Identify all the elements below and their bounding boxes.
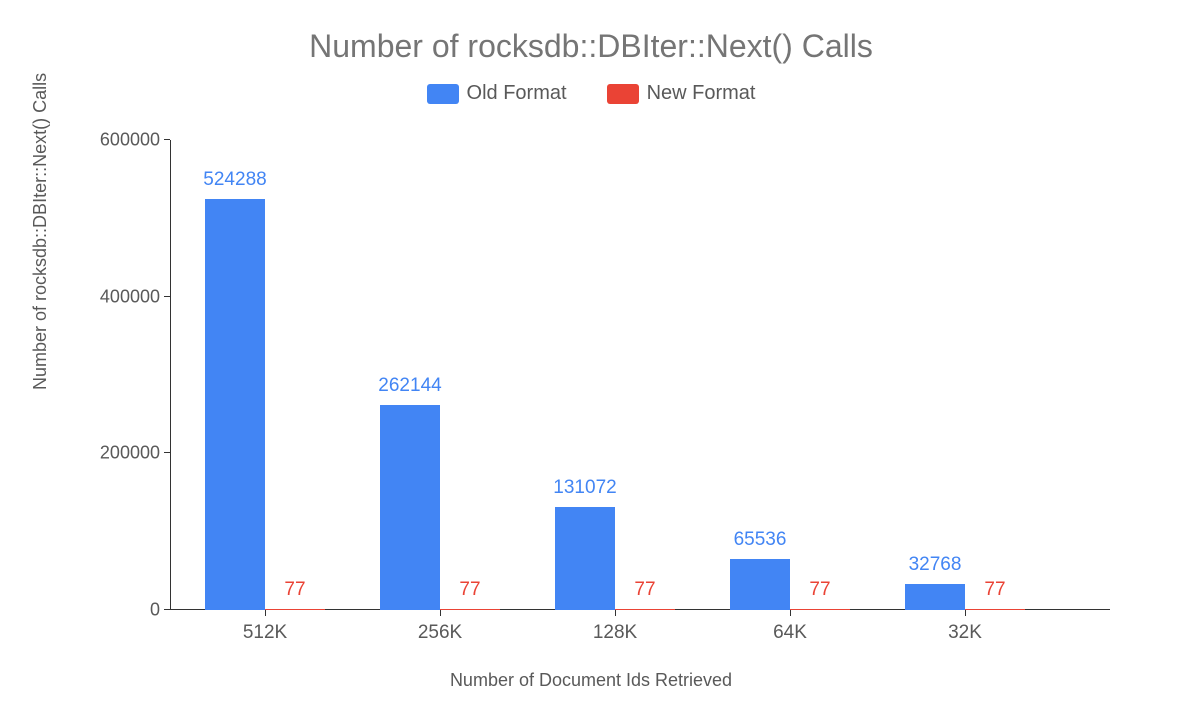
x-tick-label: 128K — [593, 622, 637, 644]
bar — [205, 199, 265, 610]
plot-area: 0200000400000600000512K52428877256K26214… — [170, 140, 1110, 610]
y-tick-label: 600000 — [100, 130, 160, 151]
bar — [730, 559, 790, 610]
x-tick-mark — [790, 610, 791, 616]
legend-swatch-old — [427, 84, 459, 104]
x-tick-label: 256K — [418, 622, 462, 644]
x-tick-mark — [615, 610, 616, 616]
bar — [905, 584, 965, 610]
bar — [265, 609, 325, 610]
bar-value-label: 77 — [459, 579, 480, 601]
x-tick-mark — [265, 610, 266, 616]
chart-legend: Old Format New Format — [0, 82, 1182, 105]
y-tick-mark — [164, 609, 170, 610]
bar — [615, 609, 675, 610]
legend-item-old: Old Format — [427, 82, 567, 105]
y-tick-mark — [164, 139, 170, 140]
legend-label-old: Old Format — [467, 82, 567, 105]
x-tick-mark — [440, 610, 441, 616]
y-tick-label: 0 — [150, 600, 160, 621]
bar — [790, 609, 850, 610]
bar-value-label: 77 — [809, 579, 830, 601]
y-axis-label: Number of rocksdb::DBIter::Next() Calls — [30, 73, 51, 390]
bar — [965, 609, 1025, 610]
y-axis-line — [170, 140, 171, 610]
x-tick-mark — [965, 610, 966, 616]
chart-container: Number of rocksdb::DBIter::Next() Calls … — [0, 0, 1182, 716]
x-tick-label: 512K — [243, 622, 287, 644]
chart-title: Number of rocksdb::DBIter::Next() Calls — [0, 28, 1182, 65]
y-tick-mark — [164, 296, 170, 297]
bar-value-label: 77 — [984, 579, 1005, 601]
bar-value-label: 262144 — [378, 375, 441, 397]
y-tick-mark — [164, 452, 170, 453]
bar — [555, 507, 615, 610]
x-axis-label: Number of Document Ids Retrieved — [0, 670, 1182, 691]
y-tick-label: 400000 — [100, 286, 160, 307]
legend-item-new: New Format — [607, 82, 756, 105]
bar — [440, 609, 500, 610]
bar-value-label: 131072 — [553, 477, 616, 499]
legend-label-new: New Format — [647, 82, 756, 105]
bar-value-label: 524288 — [203, 169, 266, 191]
bar-value-label: 77 — [634, 579, 655, 601]
x-tick-label: 64K — [773, 622, 807, 644]
y-tick-label: 200000 — [100, 443, 160, 464]
bar-value-label: 77 — [284, 579, 305, 601]
legend-swatch-new — [607, 84, 639, 104]
x-tick-label: 32K — [948, 622, 982, 644]
bar-value-label: 32768 — [909, 554, 962, 576]
bar — [380, 405, 440, 610]
bar-value-label: 65536 — [734, 529, 787, 551]
